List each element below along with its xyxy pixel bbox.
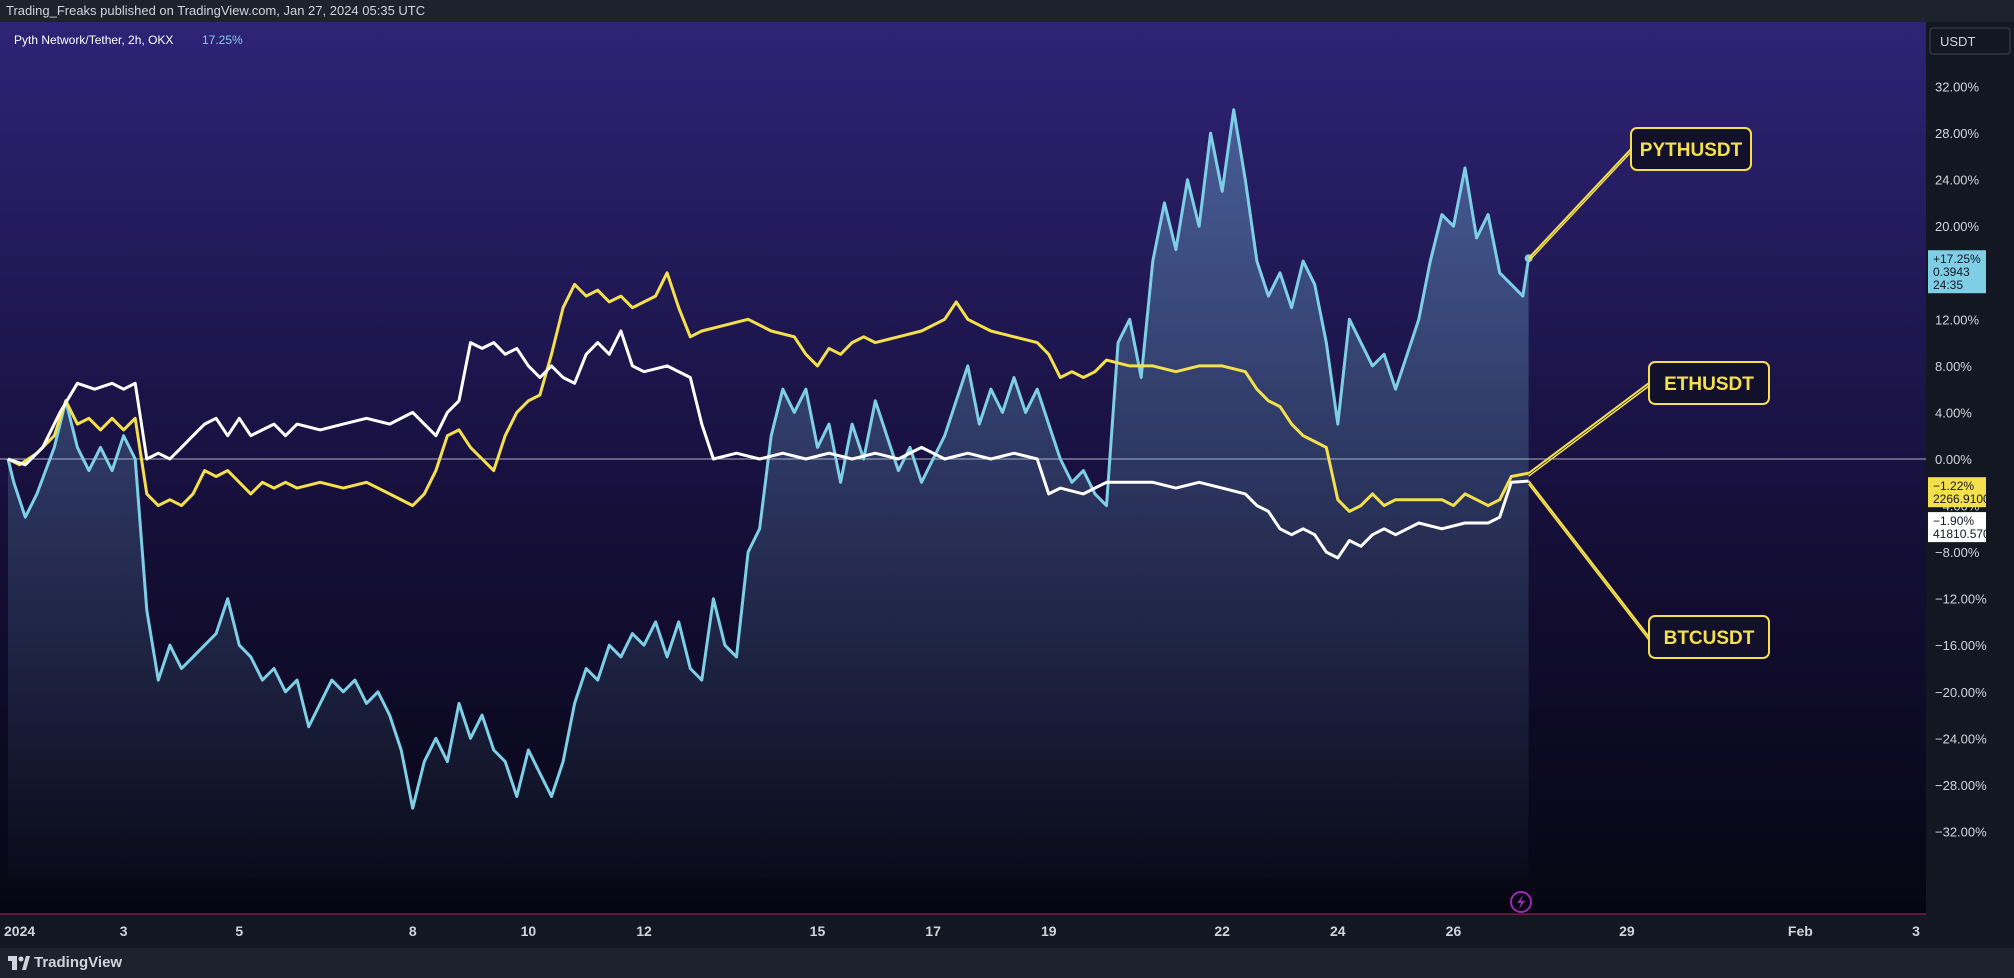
x-tick-label: Feb	[1788, 923, 1813, 939]
eth-price-box	[1928, 477, 1986, 508]
callouts: PYTHUSDT ETHUSDT BTCUSDT	[1527, 127, 1770, 659]
currency-button[interactable]: USDT	[1929, 27, 2011, 55]
currency-label: USDT	[1940, 34, 1975, 49]
pyth-price-text: 0.3943	[1933, 265, 1970, 279]
x-tick-label: 5	[235, 923, 243, 939]
x-tick-label: 12	[636, 923, 652, 939]
btc-series-line	[7, 329, 1529, 560]
pyth-callout-leader-2	[1528, 151, 1632, 262]
pyth-price-box	[1928, 250, 1986, 294]
x-tick-label: 24	[1330, 923, 1346, 939]
btc-price-text: −1.90%	[1933, 514, 1974, 528]
y-tick-label: −32.00%	[1935, 824, 1987, 839]
pyth-series-line	[6, 108, 1531, 810]
y-tick-label: −16.00%	[1935, 638, 1987, 653]
eth-price-text: 2266.9100	[1933, 492, 1990, 506]
y-tick-label: 32.00%	[1935, 80, 1980, 95]
x-tick-label: 29	[1619, 923, 1635, 939]
x-tick-label: 3	[1912, 923, 1920, 939]
btc-callout-box	[1648, 615, 1770, 659]
time-axis-background	[0, 914, 1926, 948]
eth-callout-leader-2	[1528, 385, 1650, 477]
footer-brand: TradingView	[34, 954, 123, 971]
pyth-callout-label: PYTHUSDT	[1640, 140, 1743, 161]
pyth-callout-box	[1630, 127, 1752, 171]
eth-price-text: −1.22%	[1933, 479, 1974, 493]
y-tick-label: 28.00%	[1935, 126, 1980, 141]
pyth-price-text: +17.25%	[1933, 252, 1981, 266]
x-tick-label: 22	[1214, 923, 1230, 939]
eth-callout-box	[1648, 361, 1770, 405]
y-tick-label: 20.00%	[1935, 219, 1980, 234]
publisher-text: Trading_Freaks published on TradingView.…	[6, 3, 426, 18]
x-tick-label: 19	[1041, 923, 1057, 939]
eth-callout-leader	[1528, 382, 1650, 474]
publisher-bar: Trading_Freaks published on TradingView.…	[0, 0, 2014, 22]
y-tick-label: −8.00%	[1935, 545, 1980, 560]
x-tick-label: 15	[810, 923, 826, 939]
btc-price-text: 41810.5700	[1933, 527, 1997, 541]
x-tick-label: 2024	[4, 923, 35, 939]
pyth-price-text: 24:35	[1933, 278, 1963, 292]
pyth-area	[8, 109, 1529, 879]
btc-price-box	[1928, 512, 1986, 543]
tradingview-logo-icon	[8, 956, 30, 970]
legend-change: 17.25%	[202, 33, 243, 47]
x-tick-label: 17	[925, 923, 941, 939]
y-tick-label: 12.00%	[1935, 312, 1980, 327]
eth-callout-label: ETHUSDT	[1664, 374, 1754, 395]
eth-series-line	[7, 271, 1529, 513]
y-tick-label: 24.00%	[1935, 173, 1980, 188]
pyth-callout-leader	[1527, 148, 1632, 259]
x-tick-label: 3	[120, 923, 128, 939]
flash-icon[interactable]	[1510, 891, 1532, 913]
chart-legend: Pyth Network/Tether, 2h, OKX 17.25%	[14, 33, 243, 47]
y-tick-label: −24.00%	[1935, 731, 1987, 746]
legend-symbol: Pyth Network/Tether, 2h, OKX	[14, 33, 173, 47]
y-tick-label: 4.00%	[1935, 405, 1972, 420]
y-tick-label: −28.00%	[1935, 778, 1987, 793]
price-labels: +17.25%0.394324:35−1.22%2266.9100−1.90%4…	[1928, 250, 1997, 543]
x-axis-ticks: 2024 3 5 8 10 12 15 17 19 22 24 26 29 Feb 3	[4, 923, 1920, 939]
y-tick-label: −12.00%	[1935, 592, 1987, 607]
x-tick-label: 26	[1446, 923, 1462, 939]
x-tick-label: 10	[521, 923, 537, 939]
y-tick-label: −20.00%	[1935, 685, 1987, 700]
btc-callout-label: BTCUSDT	[1664, 628, 1755, 649]
comparison-chart[interactable]: 32.00%28.00%24.00%20.00%16.00%12.00%8.00…	[0, 22, 2014, 948]
y-tick-label: 8.00%	[1935, 359, 1972, 374]
footer-bar: TradingView	[0, 948, 2014, 978]
btc-callout-leader	[1527, 480, 1650, 638]
y-tick-label: 0.00%	[1935, 452, 1972, 467]
btc-callout-leader-2	[1528, 483, 1650, 641]
x-tick-label: 8	[409, 923, 417, 939]
